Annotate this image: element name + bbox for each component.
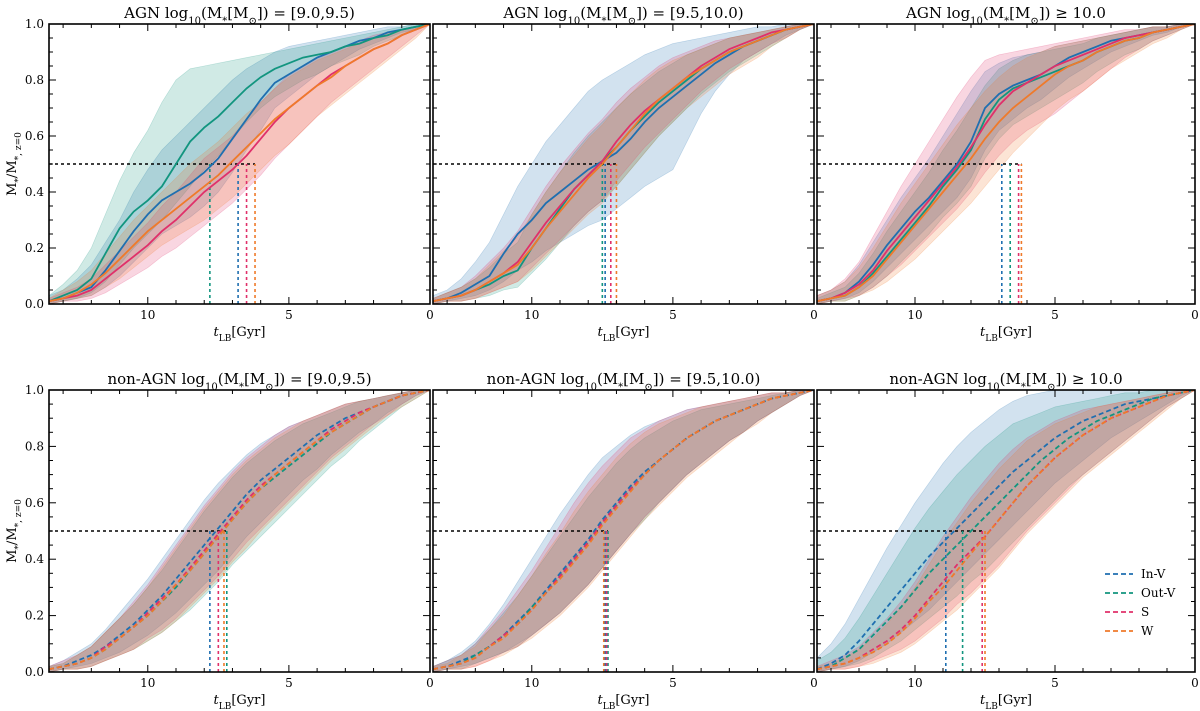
y-tick-label: 1.0 [25,17,44,31]
x-tick-label: 10 [140,676,155,690]
band-out-v [817,390,1195,672]
x-axis-label: tLB[Gyr] [598,325,650,344]
y-tick-label: 0.2 [25,241,44,255]
series-line-in-v [49,24,430,303]
panel-3-plot-area [817,24,1195,304]
series-line-out-v [49,24,430,303]
x-tick-label: 5 [669,308,677,322]
band-w [433,390,814,672]
band-in-v [433,390,814,672]
x-tick-label: 0 [426,308,434,322]
panel-5-plot-area [433,390,814,672]
band-w [817,24,1195,304]
series-line-in-v [433,390,814,671]
x-tick-label: 5 [285,676,293,690]
x-tick-label: 5 [1051,676,1059,690]
panel-3: 10 5 0 tLB[Gyr] AGN log10(M*[M⊙]) ≥ 10.0 [816,4,1199,344]
legend-label-s: S [1141,605,1149,619]
panel-title: non-AGN log10(M*[M⊙]) = [9.0,9.5) [107,370,371,393]
y-tick-label: 0.2 [25,609,44,623]
x-axis-label: tLB[Gyr] [980,693,1032,711]
y-tick-label: 1.0 [25,383,44,397]
series-line-s [817,24,1195,303]
panel-1-plot-area [49,24,430,304]
x-tick-label: 5 [285,308,293,322]
x-tick-label: 0 [810,676,818,690]
legend-label-w: W [1141,624,1154,638]
legend: In-V Out-V SW [1105,567,1176,638]
panel-title: non-AGN log10(M*[M⊙]) ≥ 10.0 [889,370,1122,393]
series-line-s [49,390,430,671]
panel-title: non-AGN log10(M*[M⊙]) = [9.5,10.0) [487,370,761,393]
panel-2: 10 5 0 tLB[Gyr] AGN log10(M*[M⊙]) = [9.5,10.… [432,4,818,344]
y-tick-label: 0.0 [25,297,44,311]
x-tick-label: 0 [1191,676,1199,690]
y-axis-label: M*/M*, z=0 [5,499,24,563]
x-tick-label: 10 [524,308,539,322]
band-s [433,24,814,304]
series-line-w [817,24,1195,303]
x-tick-label: 5 [1051,308,1059,322]
panel-title: AGN log10(M*[M⊙]) = [9.5,10.0) [502,4,743,27]
panel-1: 10 5 0 0.0 0.2 0.4 0.6 0.8 1.0 M*/M*, z=0 tLB[Gyr]… [5,4,434,344]
series-line-in-v [817,390,1195,671]
y-tick-label: 0.4 [25,185,44,199]
series-line-w [817,390,1195,671]
x-tick-label: 0 [426,676,434,690]
x-axis-label: tLB[Gyr] [980,325,1032,344]
y-tick-label: 0.4 [25,552,44,566]
band-out-v [433,24,814,304]
x-tick-label: 10 [907,308,922,322]
y-tick-label: 0.8 [25,73,44,87]
band-w [433,24,814,304]
band-out-v [817,24,1195,304]
series-line-out-v [817,390,1195,671]
x-tick-label: 5 [669,676,677,690]
panel-4-plot-area [49,390,430,672]
legend-label-out-v: Out-V [1141,586,1176,600]
y-tick-label: 0.0 [25,665,44,679]
x-axis-label: tLB[Gyr] [214,693,266,711]
band-w [49,390,430,672]
x-axis-label: tLB[Gyr] [598,693,650,711]
band-out-v [49,390,430,672]
panel-title: AGN log10(M*[M⊙]) ≥ 10.0 [905,4,1106,27]
x-axis-label: tLB[Gyr] [214,325,266,344]
x-tick-label: 0 [1191,308,1199,322]
panel-4: 10 5 0 0.0 0.2 0.4 0.6 0.8 1.0 M*/M*, z=0 tLB[Gyr]… [5,370,434,711]
y-axis-label: M*/M*, z=0 [5,132,24,196]
x-tick-label: 10 [907,676,922,690]
band-in-v [817,390,1195,672]
series-line-w [433,24,814,303]
panel-title: AGN log10(M*[M⊙]) = [9.0,9.5) [123,4,355,27]
y-tick-label: 0.6 [25,496,44,510]
series-line-w [49,390,430,671]
y-tick-label: 0.8 [25,439,44,453]
band-out-v [433,390,814,672]
series-line-w [49,24,430,303]
band-s [49,390,430,672]
panel-6: 10 5 0 tLB[Gyr] non-AGN log10(M*[M⊙]) ≥ 10.0… [816,370,1199,711]
legend-label-in-v: In-V [1141,567,1166,581]
band-in-v [49,390,430,672]
panel-2-plot-area [433,24,814,304]
x-tick-label: 10 [140,308,155,322]
x-tick-label: 0 [810,308,818,322]
band-s [817,24,1195,304]
y-tick-label: 0.6 [25,129,44,143]
x-tick-label: 10 [524,676,539,690]
panel-5: 10 5 0 tLB[Gyr] non-AGN log10(M*[M⊙]) = [9.5… [432,370,818,711]
band-in-v [433,24,814,304]
panel-6-plot-area [817,390,1195,672]
band-s [433,390,814,672]
